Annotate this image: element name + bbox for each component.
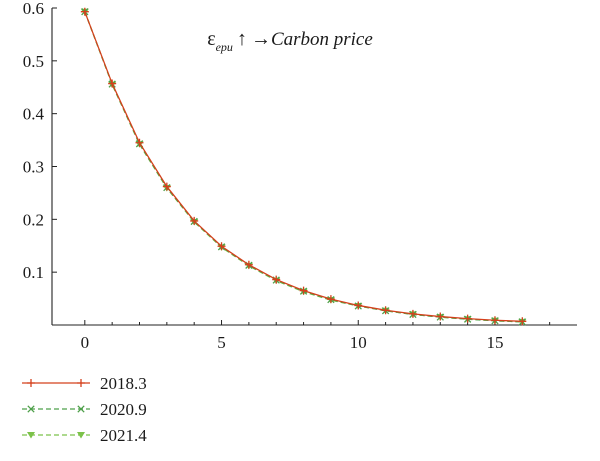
data-point (80, 7, 89, 16)
legend-item: 2018.3 (22, 374, 147, 393)
data-point (490, 316, 499, 325)
data-point (326, 295, 335, 304)
title-arrow-up: ↑ (237, 28, 247, 50)
title-arrow-right: → (251, 28, 271, 50)
title-text: Carbon price (271, 29, 373, 50)
series-2018.3 (80, 7, 527, 326)
x-tick-label: 5 (217, 333, 226, 352)
data-point (135, 138, 144, 147)
legend-label: 2018.3 (100, 374, 147, 393)
chart-title: εepu ↑ →Carbon price (207, 28, 373, 54)
x-tick-label: 10 (350, 333, 367, 352)
y-tick-label: 0.2 (23, 210, 44, 229)
series-line (84, 11, 523, 323)
data-point (77, 432, 85, 439)
legend-item: 2021.4 (22, 426, 147, 445)
y-tick-label: 0.3 (23, 158, 44, 177)
legend: 2018.3 2020.9 2021.4 (22, 374, 147, 445)
series-2020.9 (81, 8, 526, 326)
y-tick-label: 0.6 (23, 0, 44, 18)
series-line (84, 11, 523, 322)
data-point (190, 216, 199, 225)
x-tick-label: 15 (486, 333, 503, 352)
data-point (108, 79, 117, 88)
legend-item: 2020.9 (22, 400, 147, 419)
data-point (299, 286, 308, 295)
data-point (77, 405, 85, 413)
series-line (84, 11, 523, 323)
legend-label: 2020.9 (100, 400, 147, 419)
y-tick-label: 0.1 (23, 263, 44, 282)
data-point (27, 379, 35, 387)
data-point (381, 306, 390, 315)
title-subscript: epu (216, 40, 233, 54)
series-2021.4 (80, 8, 527, 326)
ticks: 0.1 0.2 0.3 0.4 0.5 0.6 0 5 10 15 (23, 0, 551, 352)
data-point (272, 275, 281, 284)
data-point (77, 379, 85, 387)
legend-label: 2021.4 (100, 426, 147, 445)
data-point (27, 405, 35, 413)
data-point (217, 242, 226, 251)
series-layer (80, 7, 527, 326)
x-tick-label: 0 (81, 333, 90, 352)
data-point (244, 260, 253, 269)
y-tick-label: 0.5 (23, 52, 44, 71)
title-symbol: ε (207, 28, 215, 50)
data-point (162, 182, 171, 191)
axes (51, 8, 577, 326)
data-point (518, 317, 527, 326)
data-point (27, 432, 35, 439)
y-tick-label: 0.4 (23, 105, 45, 124)
data-point (463, 314, 472, 323)
data-point (354, 301, 363, 310)
data-point (436, 312, 445, 321)
data-point (408, 309, 417, 318)
